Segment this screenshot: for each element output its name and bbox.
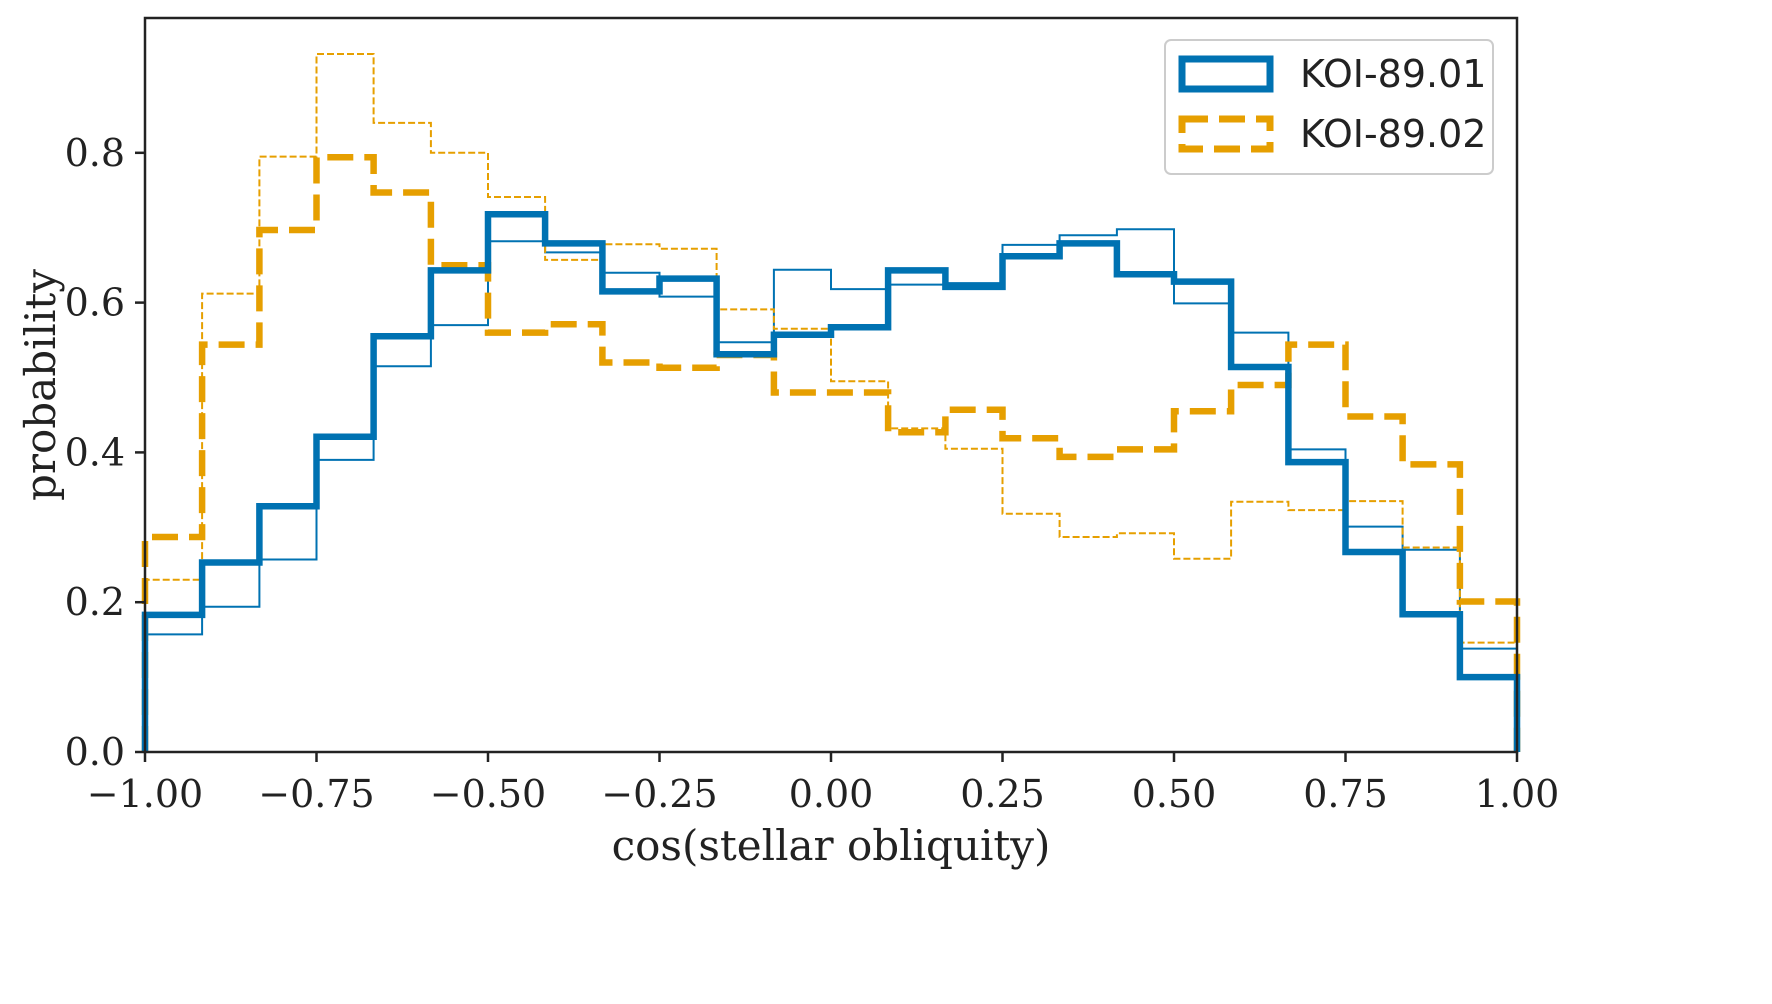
- series-line-koi-89-01: [141, 210, 1521, 752]
- x-tick-label: −0.50: [430, 772, 546, 816]
- x-tick-label: −0.75: [258, 772, 374, 816]
- x-tick-label: 0.00: [789, 772, 874, 816]
- y-tick-label: 0.2: [65, 580, 125, 624]
- y-tick-label: 0.6: [65, 281, 125, 325]
- x-tick-label: 0.75: [1303, 772, 1388, 816]
- legend-label-koi-89-01: KOI-89.01: [1300, 52, 1486, 96]
- legend-swatch-koi-89-02: [1178, 115, 1274, 153]
- x-tick-label: 0.50: [1132, 772, 1217, 816]
- legend: KOI-89.01 KOI-89.02: [1164, 39, 1494, 175]
- y-tick-label: 0.0: [65, 730, 125, 774]
- legend-box: [1164, 39, 1494, 175]
- y-axis-label: probability: [16, 269, 65, 501]
- x-tick-label: 1.00: [1475, 772, 1560, 816]
- x-axis-label: cos(stellar obliquity): [612, 821, 1051, 870]
- x-tick-label: 0.25: [960, 772, 1045, 816]
- series-line-koi-89-02: [141, 154, 1521, 752]
- ticks-layer: −1.00 −0.75 −0.50 −0.25 0.00 0.25 0.50 0.75 1.00…: [65, 131, 1560, 816]
- y-tick-label: 0.8: [65, 131, 125, 175]
- legend-label-koi-89-02: KOI-89.02: [1300, 112, 1486, 156]
- legend-swatch-koi-89-01: [1178, 55, 1274, 93]
- series-layer: [141, 53, 1521, 752]
- x-tick-label: −1.00: [87, 772, 203, 816]
- y-tick-label: 0.4: [65, 430, 125, 474]
- x-tick-label: −0.25: [601, 772, 717, 816]
- series-line-koi-89-02-thin: [144, 53, 1518, 752]
